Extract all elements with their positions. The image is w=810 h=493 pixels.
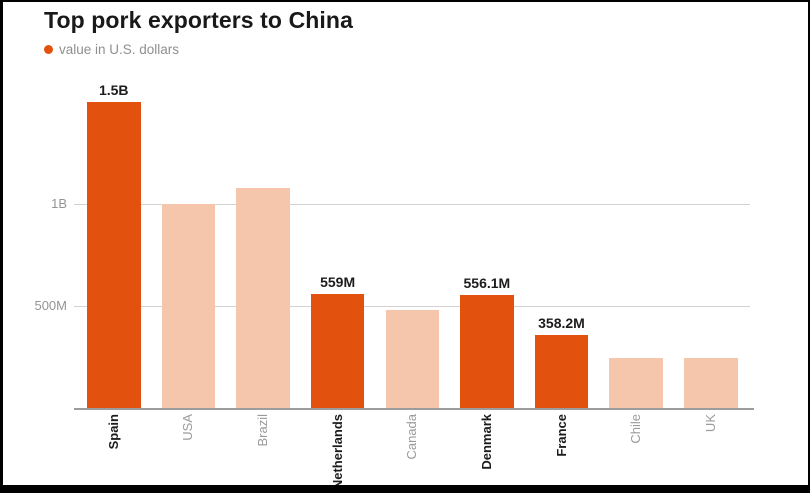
bar-brazil <box>236 187 290 408</box>
x-axis-label: Chile <box>628 414 644 444</box>
bar-value-label: 1.5B <box>98 82 129 98</box>
bar-spain <box>87 102 141 408</box>
bar-uk <box>684 358 738 408</box>
bar-canada <box>385 310 439 408</box>
x-axis-label: Canada <box>404 414 420 460</box>
legend-dot-icon <box>44 45 53 54</box>
bar-denmark <box>460 294 514 408</box>
x-axis-label: Denmark <box>478 414 494 470</box>
chart-panel: Top pork exporters to China value in U.S… <box>3 2 808 485</box>
bar-value-label: 556.1M <box>463 274 511 291</box>
y-tick-label: 500M <box>34 298 67 313</box>
bar-chile <box>609 358 663 408</box>
x-axis-label: USA <box>180 414 196 441</box>
gridline <box>74 306 750 307</box>
x-axis-line <box>74 408 754 410</box>
bar-value-label: 358.2M <box>538 314 585 331</box>
chart-title: Top pork exporters to China <box>44 7 353 33</box>
bar-value-label: 559M <box>320 273 356 290</box>
x-axis-label: Spain <box>105 414 121 450</box>
bar-france <box>534 334 589 408</box>
gridline <box>74 204 750 205</box>
legend-label: value in U.S. dollars <box>59 42 180 57</box>
x-axis-label: Netherlands <box>329 414 345 485</box>
legend: value in U.S. dollars <box>44 42 179 57</box>
x-axis-label: UK <box>702 414 718 433</box>
x-axis-label: France <box>553 414 569 457</box>
bar-usa <box>161 204 216 408</box>
y-tick-label: 1B <box>51 196 67 211</box>
bar-netherlands <box>310 293 365 408</box>
x-axis-label: Brazil <box>255 414 270 447</box>
